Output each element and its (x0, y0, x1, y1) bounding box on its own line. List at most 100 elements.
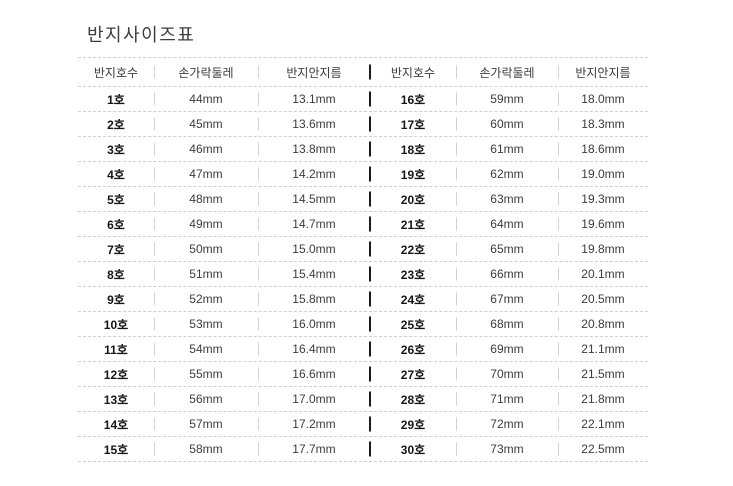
diameter-cell: 14.2mm (258, 162, 370, 186)
circumference-cell: 72mm (456, 412, 558, 436)
circumference-cell: 51mm (154, 262, 258, 286)
ring-size-cell: 9호 (107, 292, 125, 307)
table-row: 14호 57mm 17.2mm 29호 72mm 22.1mm (78, 411, 648, 436)
diameter-cell: 21.8mm (558, 387, 648, 411)
diameter-cell: 22.5mm (558, 437, 648, 461)
diameter-cell: 20.1mm (558, 262, 648, 286)
circumference-cell: 61mm (456, 137, 558, 161)
diameter-cell: 21.1mm (558, 337, 648, 361)
ring-size-cell: 16호 (370, 87, 456, 111)
ring-size-cell: 26호 (370, 337, 456, 361)
ring-size-cell: 25호 (370, 312, 456, 336)
ring-size-cell: 17호 (370, 112, 456, 136)
diameter-cell: 17.2mm (258, 412, 370, 436)
diameter-cell: 19.8mm (558, 237, 648, 261)
header-diameter-right: 반지안지름 (558, 58, 648, 86)
ring-size-cell: 4호 (107, 167, 125, 182)
header-diameter-left: 반지안지름 (258, 58, 370, 86)
ring-size-cell: 22호 (370, 237, 456, 261)
ring-size-cell: 10호 (103, 317, 129, 332)
diameter-cell: 20.5mm (558, 287, 648, 311)
table-row: 8호 51mm 15.4mm 23호 66mm 20.1mm (78, 261, 648, 286)
circumference-cell: 53mm (154, 312, 258, 336)
table-row: 15호 58mm 17.7mm 30호 73mm 22.5mm (78, 436, 648, 462)
ring-size-cell: 24호 (370, 287, 456, 311)
ring-size-cell: 3호 (107, 142, 125, 157)
ring-size-cell: 13호 (103, 392, 129, 407)
diameter-cell: 17.0mm (258, 387, 370, 411)
ring-size-cell: 19호 (370, 162, 456, 186)
ring-size-cell: 27호 (370, 362, 456, 386)
circumference-cell: 60mm (456, 112, 558, 136)
table-row: 11호 54mm 16.4mm 26호 69mm 21.1mm (78, 336, 648, 361)
circumference-cell: 68mm (456, 312, 558, 336)
circumference-cell: 63mm (456, 187, 558, 211)
circumference-cell: 52mm (154, 287, 258, 311)
ring-size-cell: 2호 (107, 117, 125, 132)
ring-size-cell: 6호 (107, 217, 125, 232)
circumference-cell: 65mm (456, 237, 558, 261)
header-circumference-right: 손가락둘레 (456, 58, 558, 86)
table-row: 1호 44mm 13.1mm 16호 59mm 18.0mm (78, 86, 648, 111)
diameter-cell: 13.6mm (258, 112, 370, 136)
page-title: 반지사이즈표 (87, 25, 196, 45)
diameter-cell: 17.7mm (258, 437, 370, 461)
ring-size-cell: 1호 (107, 92, 125, 107)
table-row: 7호 50mm 15.0mm 22호 65mm 19.8mm (78, 236, 648, 261)
circumference-cell: 45mm (154, 112, 258, 136)
table-body: 1호 44mm 13.1mm 16호 59mm 18.0mm 2호 45mm 13.6mm 17호… (78, 86, 648, 462)
circumference-cell: 57mm (154, 412, 258, 436)
table-row: 13호 56mm 17.0mm 28호 71mm 21.8mm (78, 386, 648, 411)
ring-size-cell: 28호 (370, 387, 456, 411)
table-row: 5호 48mm 14.5mm 20호 63mm 19.3mm (78, 186, 648, 211)
ring-size-cell: 12호 (103, 367, 129, 382)
header-circumference-left: 손가락둘레 (154, 58, 258, 86)
circumference-cell: 64mm (456, 212, 558, 236)
diameter-cell: 18.6mm (558, 137, 648, 161)
circumference-cell: 44mm (154, 87, 258, 111)
circumference-cell: 56mm (154, 387, 258, 411)
ring-size-cell: 18호 (370, 137, 456, 161)
circumference-cell: 71mm (456, 387, 558, 411)
ring-size-cell: 8호 (107, 267, 125, 282)
circumference-cell: 69mm (456, 337, 558, 361)
diameter-cell: 13.8mm (258, 137, 370, 161)
table-row: 2호 45mm 13.6mm 17호 60mm 18.3mm (78, 111, 648, 136)
table-row: 4호 47mm 14.2mm 19호 62mm 19.0mm (78, 161, 648, 186)
diameter-cell: 15.4mm (258, 262, 370, 286)
table-row: 12호 55mm 16.6mm 27호 70mm 21.5mm (78, 361, 648, 386)
circumference-cell: 47mm (154, 162, 258, 186)
circumference-cell: 55mm (154, 362, 258, 386)
diameter-cell: 20.8mm (558, 312, 648, 336)
ring-size-cell: 29호 (370, 412, 456, 436)
ring-size-table: 반지호수 손가락둘레 반지안지름 반지호수 손가락둘레 반지안지름 1호 44mm… (78, 57, 648, 462)
ring-size-cell: 5호 (107, 192, 125, 207)
ring-size-cell: 30호 (370, 437, 456, 461)
ring-size-cell: 23호 (370, 262, 456, 286)
circumference-cell: 70mm (456, 362, 558, 386)
ring-size-cell: 20호 (370, 187, 456, 211)
diameter-cell: 13.1mm (258, 87, 370, 111)
diameter-cell: 15.8mm (258, 287, 370, 311)
diameter-cell: 22.1mm (558, 412, 648, 436)
ring-size-cell: 14호 (103, 417, 129, 432)
circumference-cell: 67mm (456, 287, 558, 311)
table-row: 9호 52mm 15.8mm 24호 67mm 20.5mm (78, 286, 648, 311)
diameter-cell: 14.5mm (258, 187, 370, 211)
circumference-cell: 73mm (456, 437, 558, 461)
diameter-cell: 15.0mm (258, 237, 370, 261)
diameter-cell: 19.3mm (558, 187, 648, 211)
circumference-cell: 58mm (154, 437, 258, 461)
diameter-cell: 19.0mm (558, 162, 648, 186)
table-header-row: 반지호수 손가락둘레 반지안지름 반지호수 손가락둘레 반지안지름 (78, 57, 648, 86)
circumference-cell: 46mm (154, 137, 258, 161)
ring-size-cell: 7호 (107, 242, 125, 257)
ring-size-cell: 15호 (103, 442, 129, 457)
header-ring-size-right: 반지호수 (370, 58, 456, 86)
diameter-cell: 18.0mm (558, 87, 648, 111)
header-ring-size-left: 반지호수 (93, 65, 139, 80)
ring-size-cell: 21호 (370, 212, 456, 236)
table-row: 3호 46mm 13.8mm 18호 61mm 18.6mm (78, 136, 648, 161)
diameter-cell: 21.5mm (558, 362, 648, 386)
table-row: 6호 49mm 14.7mm 21호 64mm 19.6mm (78, 211, 648, 236)
